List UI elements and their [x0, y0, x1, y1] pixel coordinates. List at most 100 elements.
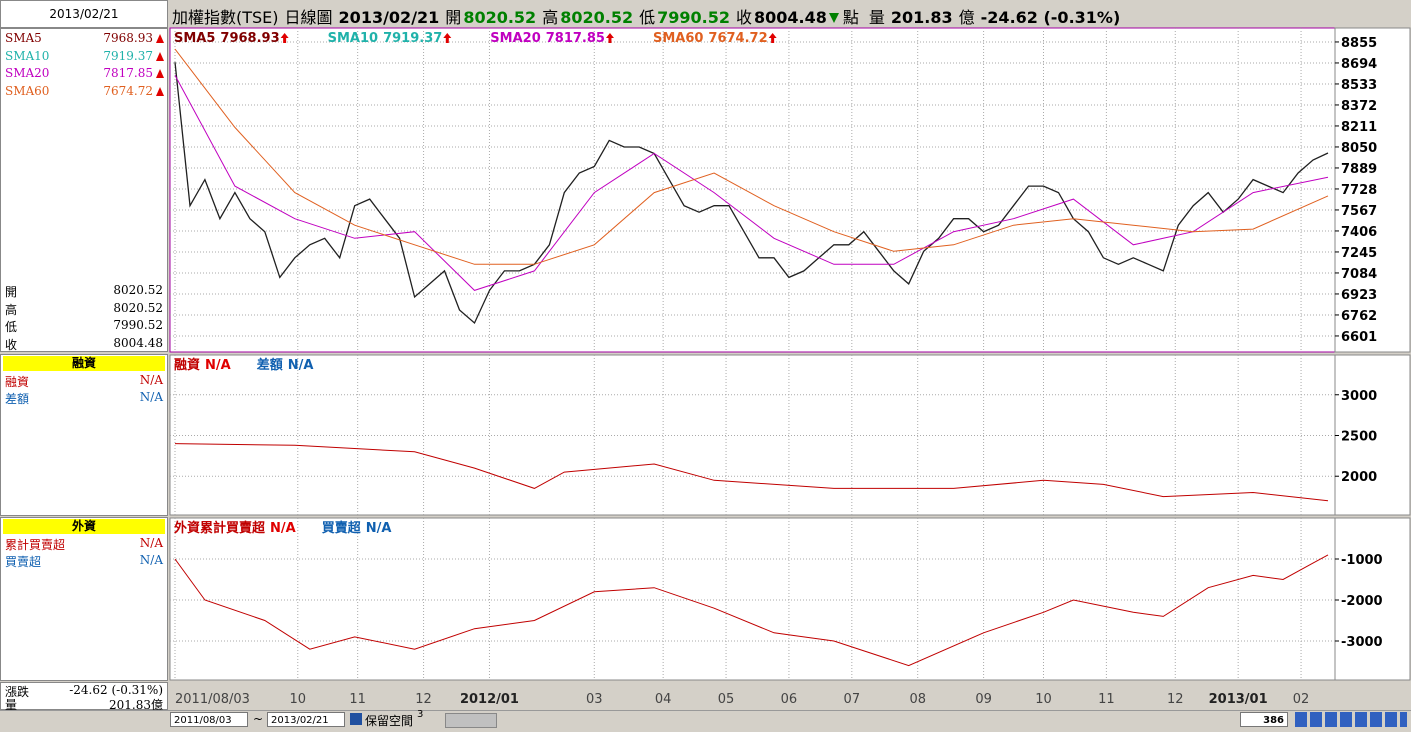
- from-date[interactable]: 2011/08/03: [170, 712, 248, 727]
- x-tick-label: 12: [1167, 692, 1184, 707]
- title: 加權指數(TSE): [172, 8, 279, 27]
- sma-row-label: SMA5: [5, 31, 42, 45]
- sma-row-value: 7674.72: [103, 83, 153, 98]
- legend-value: 7968.93: [220, 31, 279, 46]
- section-title: 融資: [3, 356, 165, 371]
- y-tick-label: 8694: [1341, 57, 1377, 72]
- summary-row-value: 201.83億: [109, 698, 163, 712]
- field-label: 收: [735, 8, 752, 27]
- x-tick-label: 10: [1035, 692, 1052, 707]
- x-tick-label: 2012/01: [460, 692, 519, 707]
- legend-name: 差額: [257, 357, 283, 373]
- y-tick-label: 7084: [1341, 267, 1377, 282]
- scroll-buttons[interactable]: [445, 713, 497, 728]
- left-price-panel: SMA5 7968.93 SMA10 7919.37 SMA20 7817.85 SMA60…: [0, 28, 168, 352]
- field-value: 7990.52: [657, 8, 730, 27]
- count: 386: [1240, 712, 1288, 727]
- y-tick-label: 3000: [1341, 389, 1377, 404]
- section-row: 累計買賣超 N/A: [5, 536, 163, 553]
- left-date: 2013/02/21: [49, 7, 119, 21]
- summary-row-label: 量: [5, 698, 18, 712]
- field-label: 高: [542, 8, 559, 27]
- y-tick-label: 8050: [1341, 141, 1377, 156]
- x-tick-label: 11: [349, 692, 366, 707]
- up-arrow: [156, 69, 164, 78]
- summary-row: 漲跌 -24.62 (-0.31%): [5, 683, 163, 700]
- section-title: 外資: [3, 519, 165, 534]
- keep-icon[interactable]: [350, 713, 362, 725]
- legend-name: 買賣超: [322, 520, 362, 536]
- y-tick-label: 8533: [1341, 78, 1377, 93]
- keep-label: 保留空間: [365, 714, 414, 728]
- axis-area: [1334, 354, 1411, 516]
- y-tick-label: 7406: [1341, 225, 1377, 240]
- summary-row: 量 201.83億: [5, 696, 163, 713]
- ohlc-row: 低 7990.52: [5, 318, 163, 335]
- series-line: [174, 443, 1329, 502]
- section-row-label: 累計買賣超: [5, 538, 66, 552]
- ohlc-row-value: 8020.52: [113, 283, 163, 297]
- x-tick-label: 06: [781, 692, 798, 707]
- section-row: 融資 N/A: [5, 373, 163, 390]
- legend-value: 7919.37: [383, 31, 442, 46]
- series-line: [174, 74, 1329, 291]
- legend-name: SMA10: [328, 31, 378, 46]
- volume: 201.83: [890, 8, 953, 27]
- plot-area: [169, 27, 1336, 353]
- x-tick-label: 2013/01: [1209, 692, 1268, 707]
- legend-name: SMA5: [174, 31, 215, 46]
- legend-value: N/A: [205, 358, 231, 373]
- x-tick-label: 12: [415, 692, 432, 707]
- section-row-value: N/A: [139, 553, 163, 567]
- y-tick-label: 7728: [1341, 183, 1377, 198]
- field-value: 8020.52: [463, 8, 537, 27]
- sma-row-value: 7919.37: [103, 48, 153, 63]
- up-arrow: [156, 34, 164, 43]
- up-arrow: [605, 33, 614, 43]
- up-arrow: [156, 86, 164, 96]
- y-tick-label: 7567: [1341, 204, 1377, 219]
- legend-value: 7817.85: [546, 31, 605, 46]
- tool-icons[interactable]: [1295, 712, 1407, 727]
- date-sep: ~: [253, 712, 264, 726]
- legend-name: 融資: [174, 357, 200, 373]
- field-value: 8020.52: [560, 8, 634, 27]
- left-summary-panel: 漲跌 -24.62 (-0.31%) 量 201.83億: [0, 682, 168, 713]
- section-row: 買賣超 N/A: [5, 553, 163, 570]
- x-tick-label: 02: [1293, 692, 1310, 707]
- legend-value: N/A: [270, 521, 296, 536]
- x-tick-label: 09: [975, 692, 992, 707]
- down-arrow: [828, 13, 839, 23]
- to-date[interactable]: 2013/02/21: [267, 712, 345, 727]
- y-tick-label: 8855: [1341, 36, 1377, 51]
- date: 2013/02/21: [338, 8, 440, 27]
- ohlc-row-value: 8020.52: [113, 300, 163, 315]
- keep-value: 3: [417, 709, 424, 720]
- y-tick-label: 6762: [1341, 309, 1377, 324]
- ohlc-row-label: 收: [5, 337, 18, 352]
- legend-value: N/A: [366, 521, 392, 536]
- series-line: [174, 554, 1329, 667]
- y-tick-label: 2000: [1341, 470, 1377, 485]
- left-margin-panel: 融資融資 N/A 差額 N/A: [0, 354, 168, 516]
- section-row-value: N/A: [139, 373, 163, 387]
- x-tick-label: 08: [909, 692, 926, 707]
- legend-value: 7674.72: [708, 31, 767, 46]
- x-tick-label: 07: [844, 692, 861, 707]
- section-row-value: N/A: [139, 536, 163, 550]
- field-value: 8004.48: [753, 8, 827, 27]
- sma-row-label: SMA60: [5, 83, 50, 98]
- y-tick-label: 7889: [1341, 162, 1377, 177]
- close-line: [174, 62, 1329, 325]
- x-tick-label: 05: [718, 692, 735, 707]
- header: 加權指數(TSE) 日線圖 2013/02/21 開 8020.52 高 8020.52 低 7…: [172, 4, 1126, 28]
- x-tick-label: 03: [586, 692, 603, 707]
- y-tick-label: 6923: [1341, 288, 1377, 303]
- unit: 點: [842, 8, 859, 27]
- sma-row-value: 7817.85: [103, 66, 153, 80]
- section-row-label: 差額: [5, 392, 30, 406]
- left-foreign-panel: 外資 累計買賣超 N/A 買賣超 N/A: [0, 517, 168, 681]
- up-arrow: [280, 33, 289, 43]
- ohlc-row-value: 7990.52: [113, 318, 163, 332]
- ohlc-row: 開 8020.52: [5, 283, 163, 300]
